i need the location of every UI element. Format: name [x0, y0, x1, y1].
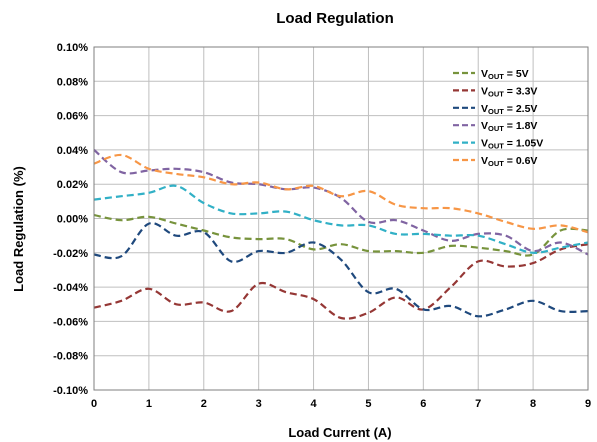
legend-label: VOUT = 0.6V [481, 155, 537, 168]
x-tick-label: 7 [475, 398, 481, 410]
x-tick-label: 8 [530, 398, 536, 410]
legend-label: VOUT = 5V [481, 68, 529, 81]
x-tick-label: 4 [310, 398, 317, 410]
legend-label: VOUT = 2.5V [481, 103, 537, 116]
y-tick-label: -0.02% [53, 248, 88, 260]
x-tick-label: 6 [420, 398, 426, 410]
chart-title: Load Regulation [276, 10, 394, 27]
legend-item-1-8v: VOUT = 1.8V [453, 120, 537, 133]
legend-item-5v: VOUT = 5V [453, 68, 529, 81]
series-line-0-6v [93, 153, 589, 234]
x-axis-title: Load Current (A) [288, 425, 391, 440]
y-tick-label: -0.10% [53, 385, 88, 397]
legend-label: VOUT = 1.05V [481, 138, 543, 151]
y-tick-label: 0.02% [57, 179, 88, 191]
series-line-2-5v [93, 221, 589, 318]
x-tick-label: 2 [201, 398, 207, 410]
y-tick-labels: 0.10% 0.08% 0.06% 0.04% 0.02% 0.00% -0.02% -0.0… [53, 42, 88, 397]
legend-item-2-5v: VOUT = 2.5V [453, 103, 537, 116]
x-tick-label: 0 [91, 398, 97, 410]
plot-area [93, 46, 589, 391]
y-gridlines [94, 46, 588, 391]
series-line-1-05v [93, 184, 589, 254]
legend-item-0-6v: VOUT = 0.6V [453, 155, 537, 168]
y-tick-label: 0.06% [57, 111, 88, 123]
x-tick-labels: 0 1 2 3 4 5 6 7 8 9 [91, 398, 591, 410]
y-tick-label: 0.10% [57, 42, 88, 54]
legend-item-3-3v: VOUT = 3.3V [453, 85, 537, 98]
legend-label: VOUT = 1.8V [481, 120, 537, 133]
series-line-3-3v [93, 243, 589, 320]
x-tick-label: 9 [585, 398, 591, 410]
series-lines [93, 149, 589, 320]
series-line-1-8v [93, 149, 589, 256]
series-line-5v [93, 214, 589, 257]
x-tick-label: 1 [146, 398, 152, 410]
y-tick-label: 0.00% [57, 214, 88, 226]
y-tick-label: 0.04% [57, 145, 88, 157]
y-tick-label: 0.08% [57, 76, 88, 88]
y-axis-title: Load Regulation (%) [11, 166, 26, 292]
legend-label: VOUT = 3.3V [481, 85, 537, 98]
x-tick-label: 3 [256, 398, 262, 410]
y-tick-label: -0.04% [53, 282, 88, 294]
x-tick-label: 5 [365, 398, 371, 410]
y-tick-label: -0.06% [53, 316, 88, 328]
y-tick-label: -0.08% [53, 351, 88, 363]
legend-item-1-05v: VOUT = 1.05V [453, 138, 543, 151]
legend: VOUT = 5V VOUT = 3.3V VOUT = 2.5V VOUT = 1.… [453, 68, 543, 168]
